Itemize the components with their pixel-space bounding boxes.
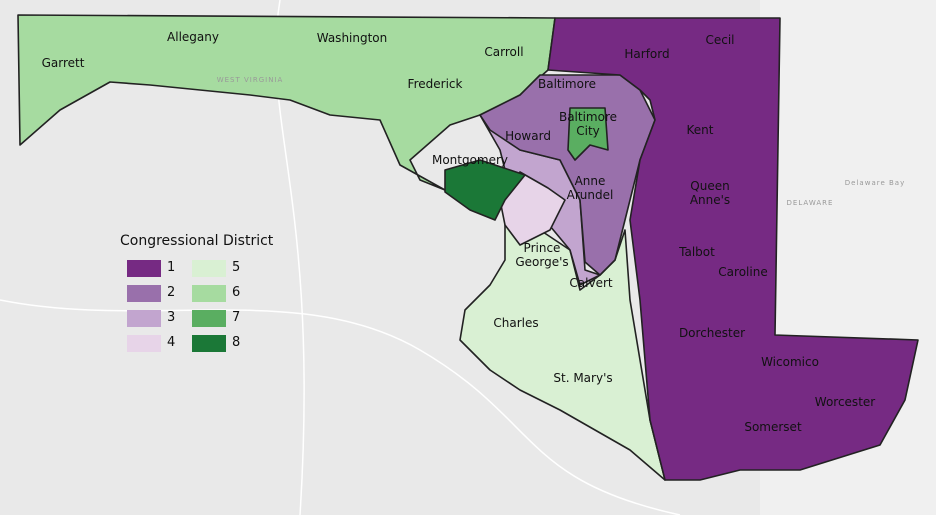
- legend-label: 6: [232, 285, 241, 300]
- legend-label: 4: [167, 335, 176, 350]
- legend-label: 3: [167, 310, 176, 325]
- county-label: Montgomery: [431, 153, 509, 167]
- legend-title: Congressional District: [120, 233, 274, 249]
- place-label: Delaware Bay: [844, 179, 906, 187]
- county-label: Baltimore City: [558, 110, 618, 138]
- legend-label: 7: [232, 310, 241, 325]
- county-label: Cecil: [705, 33, 735, 47]
- district-area: [479, 74, 656, 276]
- legend-label: 8: [232, 335, 241, 350]
- legend-swatch: [127, 335, 161, 352]
- county-label: Howard: [505, 129, 551, 143]
- county-label: Carroll: [484, 45, 524, 59]
- county-label: Harford: [624, 47, 670, 61]
- district-area: [567, 107, 609, 161]
- legend-swatch: [192, 260, 226, 277]
- legend-label: 2: [167, 285, 176, 300]
- county-label: Wicomico: [761, 355, 819, 369]
- county-label: Frederick: [407, 77, 463, 91]
- legend-label: 1: [167, 260, 176, 275]
- legend-swatch: [127, 310, 161, 327]
- county-label: Prince George's: [515, 241, 569, 269]
- legend-swatch: [192, 335, 226, 352]
- county-label: Kent: [686, 123, 714, 137]
- legend-label: 5: [232, 260, 241, 275]
- county-label: Allegany: [167, 30, 219, 44]
- district-area: [547, 17, 919, 481]
- county-label: Washington: [316, 31, 388, 45]
- county-label: Anne Arundel: [566, 174, 614, 202]
- legend-swatch: [192, 310, 226, 327]
- place-label: WEST VIRGINIA: [216, 76, 284, 84]
- county-label: Caroline: [718, 265, 768, 279]
- county-label: Baltimore: [537, 77, 597, 91]
- district-area: [444, 159, 526, 221]
- county-label: Worcester: [814, 395, 876, 409]
- place-label: DELAWARE: [786, 199, 834, 207]
- county-label: Dorchester: [678, 326, 746, 340]
- county-label: Calvert: [569, 276, 613, 290]
- county-label: Somerset: [744, 420, 802, 434]
- county-label: Queen Anne's: [689, 179, 731, 207]
- county-label: Garrett: [41, 56, 85, 70]
- county-label: Charles: [493, 316, 539, 330]
- legend-swatch: [127, 285, 161, 302]
- county-label: Talbot: [679, 245, 715, 259]
- legend-swatch: [127, 260, 161, 277]
- legend-swatch: [192, 285, 226, 302]
- county-label: St. Mary's: [553, 371, 613, 385]
